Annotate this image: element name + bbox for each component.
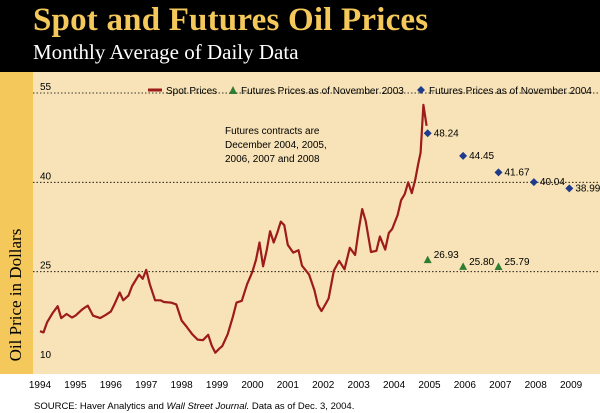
annotation-line-1: Futures contracts are: [225, 126, 320, 137]
y-tick-label: 10: [40, 350, 52, 361]
x-tick-label: 1996: [100, 380, 123, 391]
x-tick-label: 2006: [454, 380, 477, 391]
x-tick-label: 2002: [312, 380, 335, 391]
x-tick-label: 2008: [525, 380, 548, 391]
source-note: SOURCE: Haver Analytics and Wall Street …: [34, 401, 354, 412]
x-tick-label: 1995: [64, 380, 87, 391]
x-tick-label: 2007: [489, 380, 512, 391]
y-axis-label: Oil Price in Dollars: [6, 228, 25, 362]
futures-2004-label: 41.67: [505, 167, 530, 178]
futures-annotation: Futures contracts are December 2004, 200…: [225, 126, 330, 165]
annotation-line-3: 2006, 2007 and 2008: [225, 154, 320, 165]
x-tick-label: 2003: [348, 380, 371, 391]
legend-spot-label: Spot Prices: [166, 86, 217, 97]
futures-2003-point: [494, 262, 503, 270]
x-tick-label: 2004: [383, 380, 406, 391]
legend-2003-label: Futures Prices as of November 2003: [241, 86, 404, 97]
x-tick-label: 2005: [418, 380, 441, 391]
spot-price-line: [39, 103, 428, 354]
futures-2004-point: [529, 178, 538, 187]
source-prefix: SOURCE: Haver Analytics and: [34, 401, 167, 412]
x-tick-labels: 1994 1995 1996 1997 1998 1999 2000 2001 2002 2003…: [29, 380, 583, 391]
futures-2003-point: [459, 262, 468, 270]
futures-2004-label: 40.04: [540, 177, 565, 188]
gridlines: [33, 92, 600, 273]
futures-2004-label: 48.24: [434, 128, 459, 139]
futures-2004-point: [459, 151, 468, 160]
y-tick-label: 55: [40, 82, 52, 93]
x-tick-label: 1998: [171, 380, 194, 391]
futures-2003-label: 26.93: [434, 250, 459, 261]
y-axis-bar: Oil Price in Dollars: [0, 72, 33, 374]
futures-2003-label: 25.79: [505, 257, 530, 268]
x-tick-label: 2000: [241, 380, 264, 391]
legend-2004-label: Futures Prices as of November 2004: [429, 86, 592, 97]
chart-title: Spot and Futures Oil Prices: [33, 2, 429, 38]
futures-2004-point: [565, 184, 574, 193]
source-suffix: Data as of Dec. 3, 2004.: [249, 401, 355, 412]
futures-2004-label: 38.99: [575, 183, 600, 194]
annotation-line-2: December 2004, 2005,: [225, 140, 327, 151]
x-tick-label: 2001: [277, 380, 300, 391]
futures-2004-label: 44.45: [469, 151, 494, 162]
x-tick-label: 1994: [29, 380, 52, 391]
y-tick-labels: 10 25 40 55: [40, 82, 52, 361]
futures-markers: 26.93 25.80 25.79 48.24 44.45 41.67 40.04 38.99: [423, 128, 600, 270]
futures-2003-point: [423, 255, 432, 264]
plot-background: [33, 72, 600, 374]
chart-subtitle: Monthly Average of Daily Data: [33, 40, 299, 64]
futures-2004-point: [423, 129, 432, 138]
source-journal: Wall Street Journal.: [166, 401, 250, 412]
futures-2004-point: [494, 168, 503, 177]
chart-header: Spot and Futures Oil Prices Monthly Aver…: [0, 0, 600, 72]
futures-2003-label: 25.80: [469, 257, 494, 268]
y-tick-label: 40: [40, 171, 52, 182]
legend: Spot Prices Futures Prices as of Novembe…: [148, 86, 592, 97]
x-tick-label: 2009: [560, 380, 583, 391]
legend-2003-swatch: [229, 86, 237, 94]
x-tick-label: 1999: [206, 380, 229, 391]
legend-2004-swatch: [417, 86, 425, 94]
y-tick-label: 25: [40, 261, 52, 272]
x-tick-label: 1997: [135, 380, 158, 391]
